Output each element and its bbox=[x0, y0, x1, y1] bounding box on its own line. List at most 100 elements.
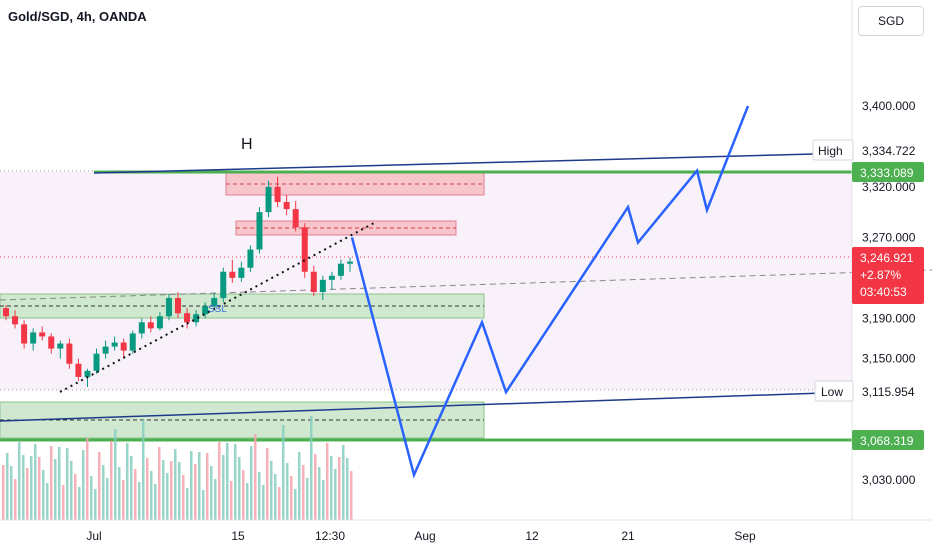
candle-body-34 bbox=[310, 271, 317, 292]
volume-bars bbox=[2, 416, 353, 520]
volume-bar-69 bbox=[278, 487, 281, 520]
candle-body-2 bbox=[21, 324, 28, 344]
volume-bar-13 bbox=[54, 459, 57, 520]
volume-bar-51 bbox=[206, 453, 209, 520]
price-tick-2: 3,270.000 bbox=[862, 230, 916, 244]
candle-body-0 bbox=[3, 308, 9, 317]
volume-bar-36 bbox=[146, 458, 149, 520]
volume-bar-16 bbox=[66, 448, 69, 520]
time-tick-0: Jul bbox=[86, 529, 101, 543]
candle-body-9 bbox=[84, 370, 91, 377]
volume-bar-14 bbox=[58, 447, 61, 520]
volume-bar-38 bbox=[154, 484, 157, 520]
candle-body-36 bbox=[328, 275, 335, 280]
candle-body-20 bbox=[184, 313, 191, 323]
volume-bar-29 bbox=[118, 467, 121, 520]
low-value: 3,115.954 bbox=[862, 385, 915, 399]
volume-bar-40 bbox=[162, 460, 165, 520]
candle-body-25 bbox=[229, 271, 236, 278]
candle-body-3 bbox=[30, 332, 37, 344]
forecast-path bbox=[350, 105, 750, 479]
price-tick-4: 3,150.000 bbox=[862, 352, 916, 366]
candle-body-38 bbox=[347, 261, 353, 264]
dashed-trendline bbox=[0, 269, 932, 301]
volume-bar-15 bbox=[62, 485, 65, 520]
volume-bar-39 bbox=[158, 447, 161, 520]
candle-body-6 bbox=[57, 343, 64, 349]
candle-body-4 bbox=[39, 332, 46, 337]
currency-button[interactable]: SGD bbox=[858, 6, 924, 36]
volume-bar-63 bbox=[254, 434, 257, 520]
volume-bar-5 bbox=[22, 455, 25, 520]
price-axis[interactable]: 3,400.000 3,320.000 3,270.000 3,190.000 3,15… bbox=[862, 99, 916, 487]
support-level-tag: 3,068.319 bbox=[852, 430, 924, 450]
volume-bar-73 bbox=[294, 489, 297, 520]
candle-body-26 bbox=[238, 267, 245, 278]
volume-bar-80 bbox=[322, 480, 325, 520]
volume-bar-78 bbox=[314, 454, 317, 520]
volume-bar-10 bbox=[42, 470, 45, 520]
candle-body-18 bbox=[165, 298, 172, 317]
volume-bar-58 bbox=[234, 444, 237, 520]
channel-lower-line bbox=[0, 391, 853, 422]
candle-body-19 bbox=[175, 298, 181, 314]
price-tick-3: 3,190.000 bbox=[862, 311, 916, 325]
volume-bar-4 bbox=[18, 442, 21, 520]
volume-bar-31 bbox=[126, 443, 129, 520]
volume-bar-7 bbox=[30, 456, 33, 520]
volume-bar-19 bbox=[78, 487, 81, 520]
volume-bar-52 bbox=[210, 466, 213, 520]
high-value: 3,334.722 bbox=[862, 144, 916, 158]
volume-bar-26 bbox=[106, 478, 109, 520]
volume-bar-28 bbox=[114, 429, 117, 520]
volume-bar-6 bbox=[26, 468, 29, 520]
time-tick-4: 12 bbox=[525, 529, 539, 543]
ssl-label: SSL bbox=[208, 304, 227, 315]
volume-bar-22 bbox=[90, 476, 93, 520]
candle-body-1 bbox=[12, 316, 19, 325]
volume-bar-62 bbox=[250, 446, 253, 520]
volume-bar-57 bbox=[230, 481, 233, 520]
volume-bar-20 bbox=[82, 450, 85, 520]
time-tick-3: Aug bbox=[414, 529, 435, 543]
volume-bar-75 bbox=[302, 465, 305, 520]
volume-bar-21 bbox=[86, 438, 89, 520]
time-tick-6: Sep bbox=[734, 529, 756, 543]
range-background bbox=[0, 172, 852, 390]
volume-bar-1 bbox=[6, 453, 9, 520]
candle-body-31 bbox=[283, 202, 290, 210]
price-tick-5: 3,030.000 bbox=[862, 473, 916, 487]
bar-countdown: 03:40:53 bbox=[860, 285, 907, 299]
chart-title: Gold/SGD, 4h, OANDA bbox=[8, 9, 147, 24]
volume-bar-60 bbox=[242, 470, 245, 520]
volume-bar-25 bbox=[102, 465, 105, 520]
time-axis[interactable]: Jul 15 12:30 Aug 12 21 Sep bbox=[86, 529, 756, 543]
volume-bar-76 bbox=[306, 478, 309, 520]
high-label: High bbox=[818, 144, 843, 158]
volume-bar-0 bbox=[2, 465, 5, 520]
volume-bar-48 bbox=[194, 464, 197, 520]
candle-body-17 bbox=[156, 316, 163, 329]
candle-body-35 bbox=[319, 279, 326, 292]
volume-bar-46 bbox=[186, 488, 189, 520]
current-price-tag: 3,246.921 +2.87% 03:40:53 bbox=[852, 247, 924, 304]
low-label: Low bbox=[821, 385, 843, 399]
high-level-tag: High 3,334.722 bbox=[812, 139, 916, 161]
candle-body-16 bbox=[147, 322, 154, 329]
volume-bar-50 bbox=[202, 490, 205, 520]
time-tick-1: 15 bbox=[231, 529, 245, 543]
volume-bar-85 bbox=[342, 445, 345, 520]
volume-bar-11 bbox=[46, 483, 49, 520]
volume-bar-54 bbox=[218, 442, 221, 520]
candle-body-30 bbox=[274, 186, 281, 203]
volume-bar-12 bbox=[50, 446, 53, 520]
volume-bar-87 bbox=[350, 471, 353, 520]
time-tick-5: 21 bbox=[621, 529, 635, 543]
volume-bar-71 bbox=[286, 463, 289, 520]
volume-bar-30 bbox=[122, 480, 125, 520]
channel-upper-line bbox=[93, 152, 853, 174]
current-price-change: +2.87% bbox=[860, 268, 901, 282]
volume-bar-44 bbox=[178, 462, 181, 520]
current-price-value: 3,246.921 bbox=[860, 251, 914, 265]
